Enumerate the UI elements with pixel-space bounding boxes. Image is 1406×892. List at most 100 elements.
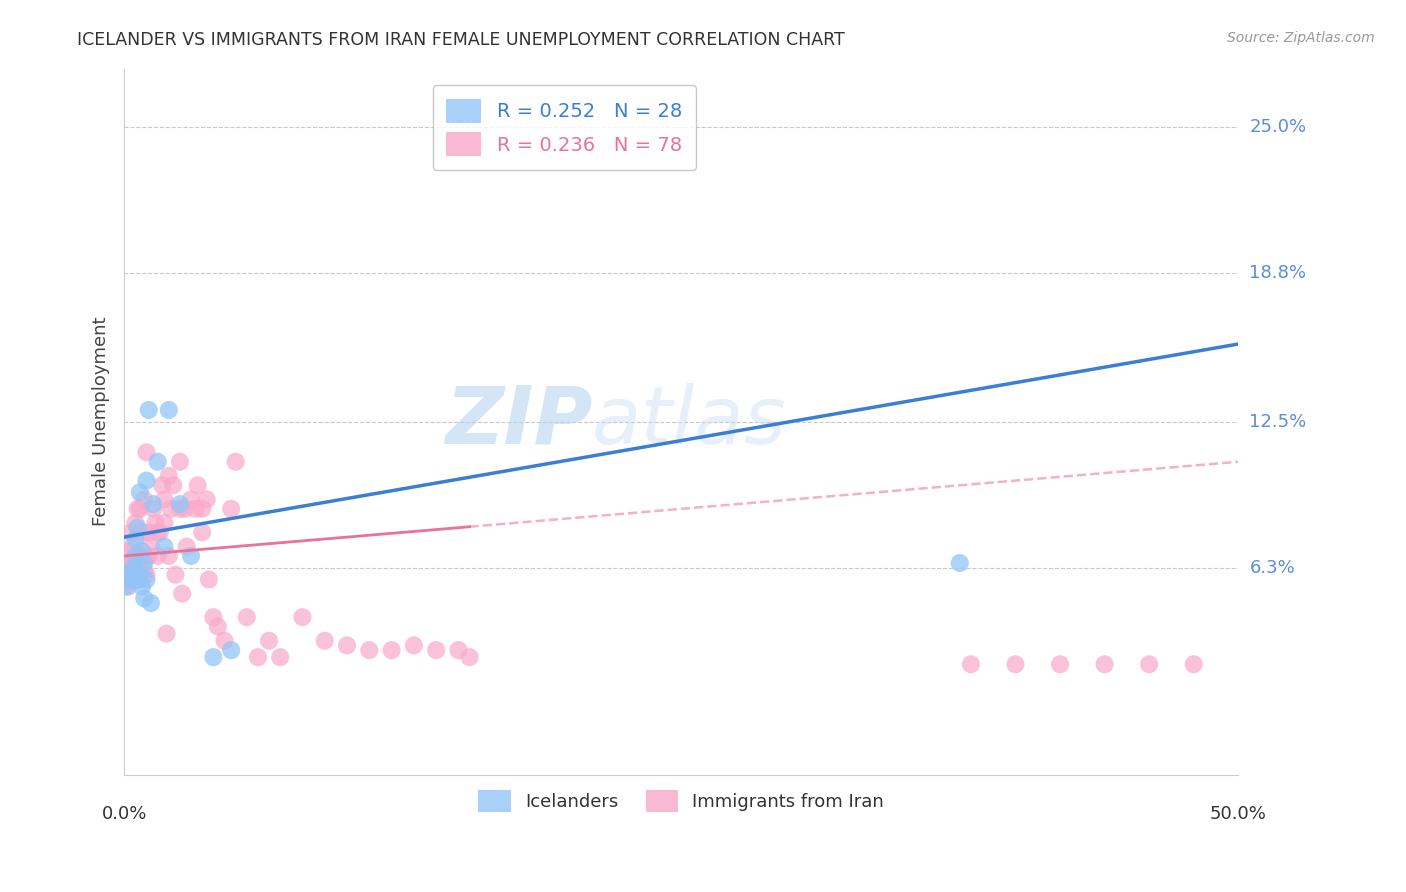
Point <box>128 567 150 582</box>
Point <box>202 610 225 624</box>
Point <box>120 573 142 587</box>
Point <box>219 501 242 516</box>
Point <box>1137 657 1160 672</box>
Point <box>172 586 194 600</box>
Point <box>169 497 191 511</box>
Point <box>207 619 229 633</box>
Legend: Icelanders, Immigrants from Iran: Icelanders, Immigrants from Iran <box>471 782 891 819</box>
Point <box>124 563 146 577</box>
Point <box>949 556 972 570</box>
Point <box>146 525 169 540</box>
Point <box>1182 657 1205 672</box>
Point <box>146 549 169 563</box>
Point <box>447 643 470 657</box>
Point <box>145 516 167 530</box>
Point <box>135 549 157 563</box>
Point <box>115 563 138 577</box>
Point <box>191 525 214 540</box>
Point <box>127 573 149 587</box>
Point <box>142 501 165 516</box>
Point <box>236 610 259 624</box>
Text: 18.8%: 18.8% <box>1250 264 1306 283</box>
Point <box>134 591 156 606</box>
Point <box>134 563 156 577</box>
Point <box>160 501 183 516</box>
Point <box>173 501 195 516</box>
Point <box>184 501 207 516</box>
Point <box>146 455 169 469</box>
Point <box>128 573 150 587</box>
Point <box>122 540 145 554</box>
Point <box>191 501 214 516</box>
Point <box>120 573 142 587</box>
Point <box>219 643 242 657</box>
Point <box>458 650 481 665</box>
Point <box>124 533 146 547</box>
Point <box>381 643 404 657</box>
Point <box>169 501 191 516</box>
Point <box>124 516 146 530</box>
Point <box>134 556 156 570</box>
Point <box>176 540 198 554</box>
Point <box>138 403 160 417</box>
Point <box>165 567 187 582</box>
Text: 50.0%: 50.0% <box>1209 805 1267 823</box>
Point <box>135 573 157 587</box>
Point <box>195 492 218 507</box>
Point <box>149 525 172 540</box>
Point <box>153 492 176 507</box>
Point <box>202 650 225 665</box>
Text: ZIP: ZIP <box>444 383 592 461</box>
Point <box>269 650 291 665</box>
Point <box>336 639 359 653</box>
Point <box>128 501 150 516</box>
Point <box>127 549 149 563</box>
Point <box>135 474 157 488</box>
Point <box>1094 657 1116 672</box>
Text: 0.0%: 0.0% <box>101 805 146 823</box>
Point <box>139 596 162 610</box>
Point <box>157 549 180 563</box>
Point <box>127 521 149 535</box>
Text: 12.5%: 12.5% <box>1250 413 1306 431</box>
Point <box>135 445 157 459</box>
Point <box>115 580 138 594</box>
Point <box>198 573 221 587</box>
Point <box>127 573 149 587</box>
Point <box>169 455 191 469</box>
Point <box>187 478 209 492</box>
Point <box>150 478 173 492</box>
Point <box>122 567 145 582</box>
Point <box>1004 657 1026 672</box>
Point <box>134 492 156 507</box>
Text: Source: ZipAtlas.com: Source: ZipAtlas.com <box>1227 31 1375 45</box>
Point <box>153 516 176 530</box>
Point <box>155 626 177 640</box>
Point <box>1049 657 1071 672</box>
Point <box>138 525 160 540</box>
Point <box>127 501 149 516</box>
Point <box>246 650 269 665</box>
Point <box>131 544 153 558</box>
Point <box>118 580 141 594</box>
Point <box>115 573 138 587</box>
Point <box>131 549 153 563</box>
Point <box>124 549 146 563</box>
Point <box>124 549 146 563</box>
Point <box>118 567 141 582</box>
Point <box>162 478 184 492</box>
Point <box>120 556 142 570</box>
Point <box>314 633 336 648</box>
Point <box>128 485 150 500</box>
Point <box>157 403 180 417</box>
Point <box>122 560 145 574</box>
Point <box>402 639 425 653</box>
Point <box>960 657 983 672</box>
Point <box>131 525 153 540</box>
Point <box>135 567 157 582</box>
Point <box>118 544 141 558</box>
Point <box>425 643 447 657</box>
Point <box>180 492 202 507</box>
Text: 25.0%: 25.0% <box>1250 119 1306 136</box>
Point <box>157 468 180 483</box>
